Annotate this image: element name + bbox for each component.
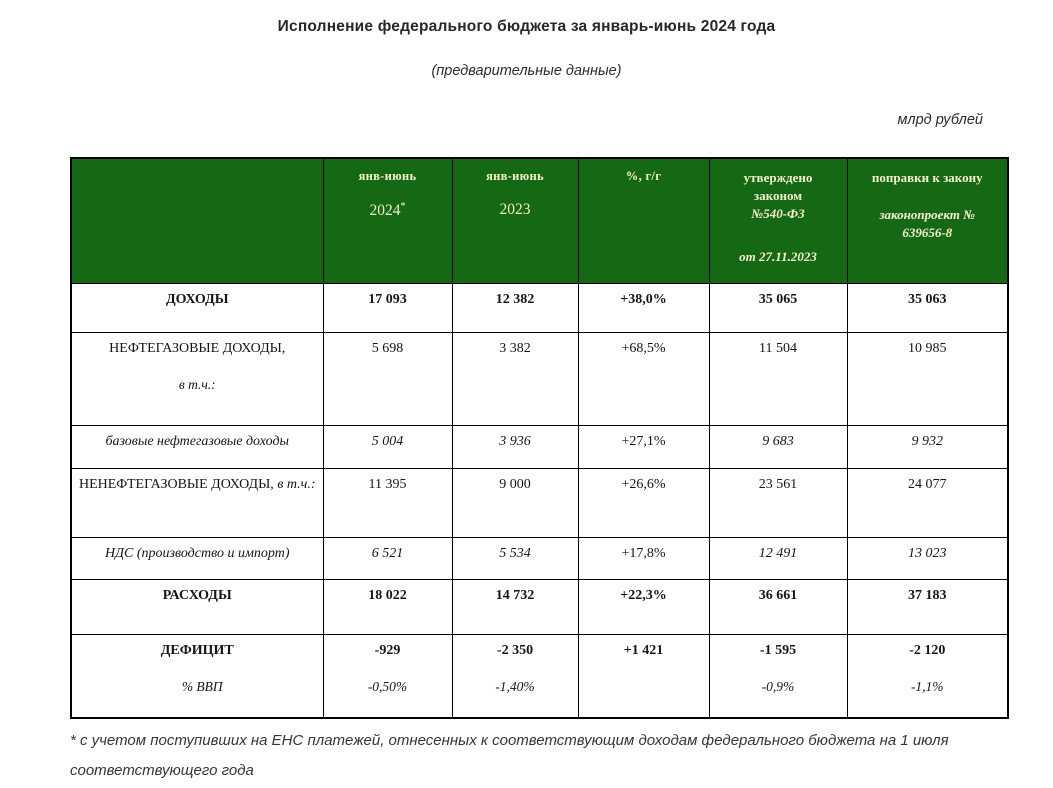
header-amendments: поправки к закону законопроект № 639656-… (846, 157, 1009, 284)
cell-gdp-percent: -1,1% (910, 678, 944, 694)
cell-value: -2 350 (496, 642, 534, 658)
cell-value: -1 595 (759, 642, 797, 658)
cell-2024: 5 004 (322, 424, 453, 469)
cell-2023: 3 382 (451, 331, 579, 426)
table-row-non-oil-gas-revenues: НЕНЕФТЕГАЗОВЫЕ ДОХОДЫ, в т.ч.: 11 395 9 … (70, 467, 1009, 538)
row-label-main: НЕНЕФТЕГАЗОВЫЕ ДОХОДЫ, (78, 476, 274, 492)
cell-amendments: 37 183 (846, 578, 1009, 635)
header-jan-jun-2024: янв-июнь 2024* (322, 157, 453, 284)
cell-2023: 3 936 (451, 424, 579, 469)
cell-value: -929 (374, 642, 401, 658)
cell-yoy: +1 421 (577, 633, 710, 719)
row-label: НДС (производство и импорт) (70, 536, 324, 580)
cell-law: 35 065 (708, 282, 848, 333)
cell-amendments: 10 985 (846, 331, 1009, 426)
header-yoy-label: %, г/г (625, 169, 662, 183)
table-header-row: янв-июнь 2024* янв-июнь 2023 %, г/г утве… (70, 157, 1009, 284)
cell-gdp-percent: -0,9% (761, 678, 795, 694)
table-row-expenditures: РАСХОДЫ 18 022 14 732 +22,3% 36 661 37 1… (70, 578, 1009, 635)
cell-law: -1 595 -0,9% (708, 633, 848, 719)
header-bill-label: законопроект № (879, 207, 976, 222)
cell-gdp-percent: -0,50% (367, 678, 408, 694)
row-label: НЕФТЕГАЗОВЫЕ ДОХОДЫ, в т.ч.: (70, 331, 324, 426)
header-year: 2023 (499, 201, 531, 218)
cell-law: 9 683 (708, 424, 848, 469)
cell-yoy: +38,0% (577, 282, 710, 333)
header-empty-cell (70, 157, 324, 284)
header-yoy-percent: %, г/г (577, 157, 710, 284)
cell-2024: 6 521 (322, 536, 453, 580)
footnote-asterisk: * (400, 201, 406, 212)
cell-law: 11 504 (708, 331, 848, 426)
header-year: 2024* (369, 201, 406, 220)
cell-2023: 9 000 (451, 467, 579, 538)
cell-2024: -929 -0,50% (322, 633, 453, 719)
cell-2023: 5 534 (451, 536, 579, 580)
table-row-base-oil-gas: базовые нефтегазовые доходы 5 004 3 936 … (70, 424, 1009, 469)
cell-yoy: +68,5% (577, 331, 710, 426)
budget-table: янв-июнь 2024* янв-июнь 2023 %, г/г утве… (70, 157, 1009, 719)
header-period-label: янв-июнь (486, 169, 544, 183)
cell-2023: 12 382 (451, 282, 579, 333)
page-subtitle: (предварительные данные) (431, 63, 622, 79)
header-law-date: от 27.11.2023 (739, 249, 817, 264)
units-label: млрд рублей (897, 112, 983, 128)
cell-law: 23 561 (708, 467, 848, 538)
cell-yoy: +17,8% (577, 536, 710, 580)
cell-amendments: -2 120 -1,1% (846, 633, 1009, 719)
cell-value: -2 120 (909, 642, 946, 658)
cell-gdp-percent: -1,40% (495, 678, 535, 694)
cell-2024: 11 395 (322, 467, 453, 538)
table-row-oil-gas-revenues: НЕФТЕГАЗОВЫЕ ДОХОДЫ, в т.ч.: 5 698 3 382… (70, 331, 1009, 426)
header-law-line1: утверждено (743, 170, 813, 185)
cell-2023: -2 350 -1,40% (451, 633, 579, 719)
cell-amendments: 35 063 (846, 282, 1009, 333)
row-label: базовые нефтегазовые доходы (70, 424, 324, 469)
cell-yoy: +27,1% (577, 424, 710, 469)
header-amendments-line1: поправки к закону (871, 170, 983, 185)
cell-amendments: 24 077 (846, 467, 1009, 538)
table-row-revenues: ДОХОДЫ 17 093 12 382 +38,0% 35 065 35 06… (70, 282, 1009, 333)
header-period-label: янв-июнь (358, 169, 417, 183)
row-label-main: ДЕФИЦИТ (160, 642, 234, 658)
cell-yoy: +22,3% (577, 578, 710, 635)
row-label-main: НЕФТЕГАЗОВЫЕ ДОХОДЫ, (109, 340, 286, 356)
header-jan-jun-2023: янв-июнь 2023 (451, 157, 579, 284)
cell-2024: 5 698 (322, 331, 453, 426)
cell-amendments: 9 932 (846, 424, 1009, 469)
row-label: РАСХОДЫ (70, 578, 324, 635)
header-law-line2: законом (753, 188, 803, 203)
table-row-deficit: ДЕФИЦИТ % ВВП -929 -0,50% -2 350 -1,40% … (70, 633, 1009, 719)
cell-2024: 17 093 (322, 282, 453, 333)
row-label: ДЕФИЦИТ % ВВП (70, 633, 324, 719)
page-title: Исполнение федерального бюджета за январ… (277, 18, 776, 35)
cell-law: 12 491 (708, 536, 848, 580)
header-approved-law: утверждено законом №540-ФЗ от 27.11.2023 (708, 157, 848, 284)
row-label: ДОХОДЫ (70, 282, 324, 333)
header-bill-number: 639656-8 (902, 225, 953, 240)
footnote-text: * с учетом поступивших на ЕНС платежей, … (70, 732, 949, 779)
cell-2024: 18 022 (322, 578, 453, 635)
cell-yoy: +26,6% (577, 467, 710, 538)
cell-2023: 14 732 (451, 578, 579, 635)
header-law-number: №540-ФЗ (751, 206, 805, 221)
row-label-sub: % ВВП (181, 678, 223, 694)
row-label: НЕНЕФТЕГАЗОВЫЕ ДОХОДЫ, в т.ч.: (70, 467, 324, 538)
cell-amendments: 13 023 (846, 536, 1009, 580)
row-label-inline: в т.ч.: (277, 476, 316, 492)
cell-law: 36 661 (708, 578, 848, 635)
table-row-vat: НДС (производство и импорт) 6 521 5 534 … (70, 536, 1009, 580)
row-label-sub: в т.ч.: (178, 376, 216, 392)
